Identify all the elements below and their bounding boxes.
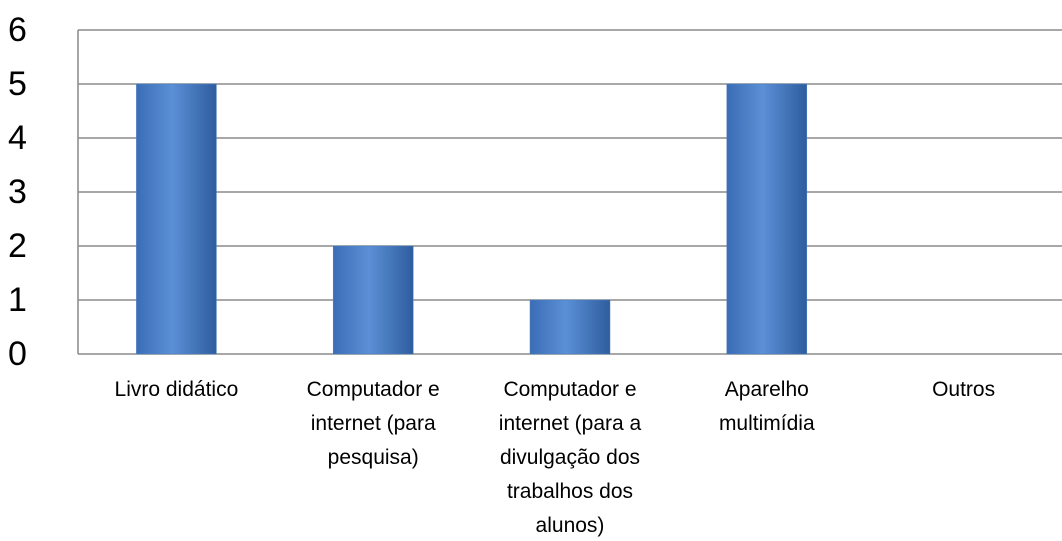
bar: [726, 83, 808, 355]
y-tick-label: 3: [8, 173, 27, 211]
x-tick-label: Computador e internet (para a divulgação…: [498, 378, 642, 537]
x-tick-label: Outros: [932, 378, 996, 401]
y-tick-label: 4: [8, 119, 27, 157]
x-tick-label: Aparelho multimídia: [718, 378, 815, 435]
y-tick-label: 2: [8, 227, 27, 265]
y-tick-label: 5: [8, 65, 27, 103]
x-tick-label: Computador e internet (para pesquisa): [306, 378, 440, 469]
y-tick-label: 1: [8, 281, 27, 319]
bar: [529, 299, 611, 355]
bar: [332, 245, 414, 355]
x-tick-label: Livro didático: [114, 378, 239, 401]
y-tick-label: 0: [8, 335, 27, 373]
bar: [136, 83, 217, 355]
y-tick-label: 6: [8, 11, 27, 49]
